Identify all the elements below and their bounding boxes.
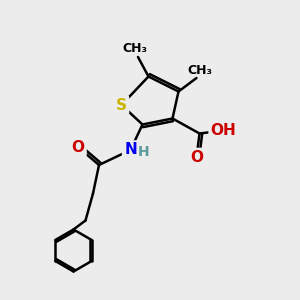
Text: S: S (116, 98, 127, 112)
Text: O: O (190, 150, 203, 165)
Text: H: H (137, 146, 149, 159)
Text: CH₃: CH₃ (188, 64, 213, 76)
Text: OH: OH (211, 123, 236, 138)
Text: N: N (124, 142, 137, 158)
Text: CH₃: CH₃ (122, 43, 147, 56)
Text: O: O (71, 140, 85, 154)
